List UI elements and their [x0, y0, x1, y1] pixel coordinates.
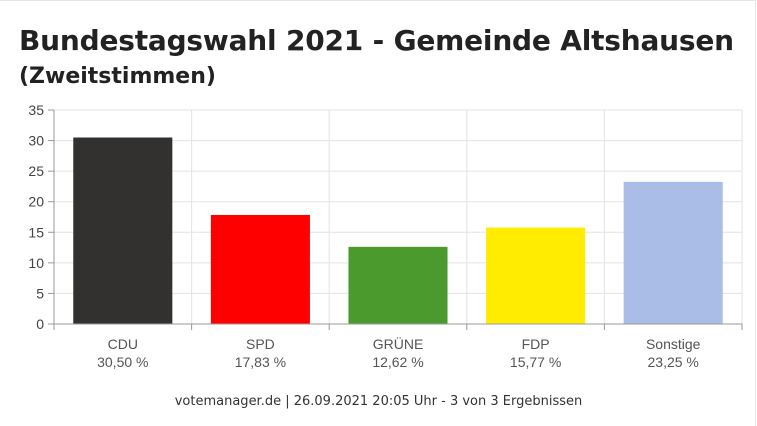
x-tick-label: Sonstige: [646, 336, 701, 352]
bars: [73, 137, 723, 324]
x-tick-label: SPD: [246, 336, 275, 352]
bar-gr-ne: [348, 246, 448, 324]
y-tick-label: 20: [28, 194, 44, 210]
x-tick-label: FDP: [522, 336, 550, 352]
data-label: 12,62 %: [372, 354, 423, 370]
y-tick-label: 25: [28, 163, 44, 179]
data-label: 15,77 %: [510, 354, 561, 370]
data-label: 17,83 %: [235, 354, 286, 370]
y-tick-label: 0: [36, 316, 44, 332]
y-tick-label: 5: [36, 285, 44, 301]
y-tick-label: 35: [28, 102, 44, 118]
y-tick-label: 15: [28, 224, 44, 240]
bar-cdu: [73, 137, 173, 324]
x-tick-label: GRÜNE: [373, 335, 424, 352]
bar-sonstige: [623, 181, 723, 324]
y-tick-label: 10: [28, 255, 44, 271]
bar-chart: 0 5 10 15 20 25 30 35 CDU 30,50 % SPD 17,83 % GRÜNE…: [28, 102, 743, 370]
y-tick-label: 30: [28, 133, 44, 149]
bar-fdp: [486, 227, 586, 324]
chart-subtitle: (Zweitstimmen): [19, 64, 216, 89]
data-label: 23,25 %: [648, 354, 699, 370]
data-label: 30,50 %: [97, 354, 148, 370]
chart-title: Bundestagswahl 2021 - Gemeinde Altshause…: [19, 24, 734, 57]
y-axis: 0 5 10 15 20 25 30 35: [28, 102, 55, 332]
source-footer: votemanager.de | 26.09.2021 20:05 Uhr - …: [174, 394, 583, 409]
bar-spd: [210, 214, 310, 324]
x-tick-label: CDU: [108, 336, 138, 352]
x-axis: CDU 30,50 % SPD 17,83 % GRÜNE 12,62 % FDP 15,77…: [53, 323, 743, 370]
